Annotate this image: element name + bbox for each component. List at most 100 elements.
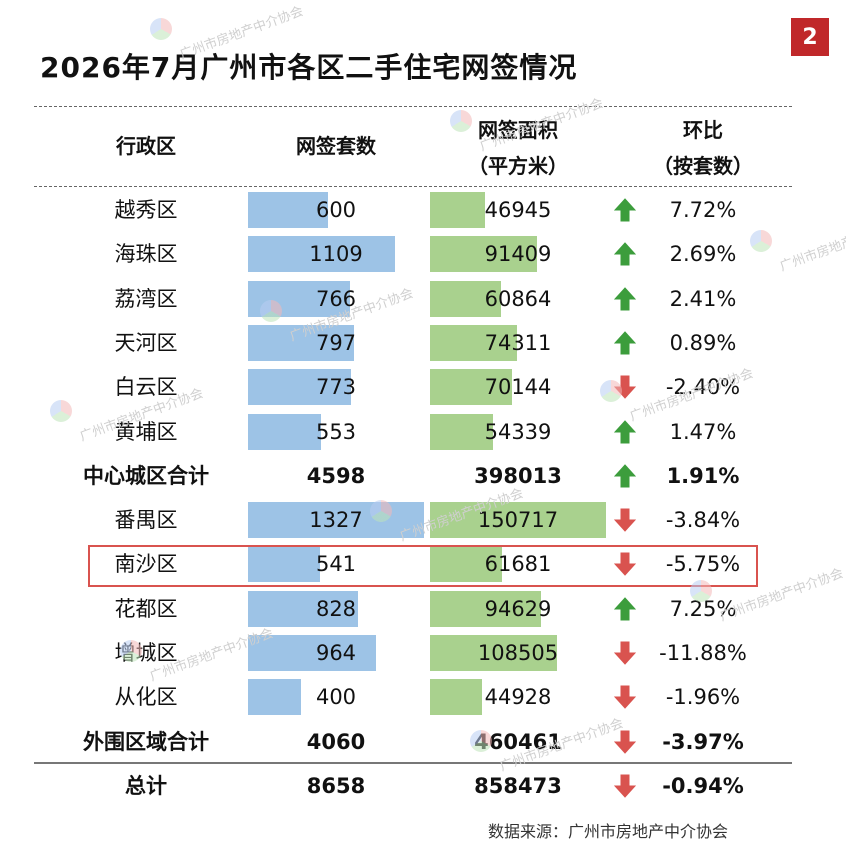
arrow-up-icon (608, 198, 642, 222)
area-value: 858473 (474, 773, 562, 798)
header-change-line1: 环比 (683, 118, 723, 142)
area-value: 46945 (484, 198, 552, 222)
change-value: 1.91% (666, 463, 740, 488)
units-bar (248, 635, 376, 671)
arrow-up-icon (608, 419, 642, 444)
watermark-logo-icon (600, 380, 622, 402)
change-value: 2.69% (669, 242, 737, 267)
change-value: -2.40% (665, 375, 741, 400)
table-row: 花都区 828 94629 7.25% (0, 587, 846, 631)
area-value: 94629 (484, 596, 552, 621)
arrow-up-icon (608, 464, 642, 488)
units-bar (248, 324, 354, 361)
units-value: 400 (315, 685, 357, 710)
area-value: 60864 (484, 286, 552, 311)
area-bar (430, 502, 606, 539)
nansha-highlight-box (88, 545, 758, 587)
watermark-logo-icon (370, 500, 392, 522)
page-title: 2026年7月广州市各区二手住宅网签情况 (40, 51, 578, 84)
units-value: 766 (315, 286, 357, 311)
area-bar (430, 192, 485, 228)
header-area-line2: （平方米） (468, 154, 568, 178)
arrow-down-icon (608, 552, 642, 577)
area-bar (430, 280, 502, 317)
area-bar (430, 324, 517, 361)
change-value: 2.41% (669, 286, 737, 311)
change-value: -11.88% (659, 641, 747, 665)
district-label: 荔湾区 (114, 286, 178, 311)
units-value: 541 (315, 552, 357, 577)
area-value: 70144 (484, 375, 552, 400)
district-label: 总计 (125, 773, 167, 798)
arrow-down-icon (608, 685, 642, 710)
header-change-line2: （按套数） (653, 154, 753, 178)
arrow-down-icon (608, 641, 642, 665)
units-bar (248, 413, 322, 450)
district-label: 外围区域合计 (83, 729, 209, 754)
table-row: 增城区 964 108505 -11.88% (0, 631, 846, 675)
page-number-badge: 2 (791, 18, 829, 56)
area-bar (430, 413, 494, 450)
table-row: 南沙区 541 61681 -5.75% (0, 542, 846, 586)
top-rule (34, 106, 792, 107)
change-value: -3.97% (662, 729, 744, 754)
arrow-down-icon (608, 508, 642, 532)
units-bar (248, 679, 302, 716)
table-row: 总计 8658 858473 -0.94% (0, 764, 846, 808)
units-bar (248, 546, 320, 583)
watermark-logo-icon (150, 18, 172, 40)
area-bar (430, 369, 512, 406)
area-value: 44928 (484, 685, 552, 710)
district-label: 番禺区 (114, 508, 178, 533)
table-row: 番禺区 1327 150717 -3.84% (0, 498, 846, 542)
change-value: 7.72% (669, 198, 737, 222)
change-value: -0.94% (662, 773, 744, 798)
change-value: -1.96% (665, 685, 741, 710)
total-rule (34, 762, 792, 764)
watermark-logo-icon (120, 640, 142, 662)
units-value: 600 (315, 198, 357, 222)
table-row: 越秀区 600 46945 7.72% (0, 188, 846, 232)
watermark-logo-icon (450, 110, 472, 132)
area-value: 398013 (474, 463, 562, 488)
area-value: 460461 (474, 729, 562, 754)
units-bar (248, 369, 351, 406)
units-value: 773 (315, 375, 357, 400)
units-value: 1327 (309, 508, 363, 533)
district-label: 越秀区 (114, 198, 178, 222)
units-value: 4060 (306, 729, 366, 754)
table-row: 天河区 797 74311 0.89% (0, 321, 846, 365)
units-value: 4598 (306, 463, 366, 488)
watermark-logo-icon (470, 730, 492, 752)
units-value: 797 (315, 330, 357, 355)
area-bar (430, 546, 503, 583)
district-label: 花都区 (114, 596, 178, 621)
units-value: 8658 (306, 773, 366, 798)
district-label: 中心城区合计 (83, 463, 209, 488)
data-source: 数据来源：广州市房地产中介协会 (488, 822, 729, 841)
district-label: 黄埔区 (114, 419, 178, 444)
units-bar (248, 502, 424, 539)
watermark-logo-icon (690, 580, 712, 602)
header-area-line1: 网签面积 (478, 118, 558, 142)
units-bar (248, 192, 328, 228)
area-bar (430, 590, 541, 627)
units-value: 1109 (309, 242, 363, 267)
table-row: 黄埔区 553 54339 1.47% (0, 410, 846, 454)
units-bar (248, 590, 358, 627)
area-value: 91409 (484, 242, 552, 267)
area-value: 150717 (477, 508, 559, 533)
area-bar (430, 236, 537, 273)
units-bar (248, 236, 396, 273)
area-value: 61681 (484, 552, 552, 577)
district-label: 从化区 (114, 685, 178, 710)
change-value: 1.47% (669, 419, 737, 444)
header-units: 网签套数 (296, 134, 376, 158)
area-value: 108505 (477, 641, 559, 665)
area-value: 54339 (484, 419, 552, 444)
arrow-down-icon (608, 774, 642, 798)
table-row: 白云区 773 70144 -2.40% (0, 365, 846, 409)
district-label: 天河区 (114, 330, 178, 355)
district-label: 南沙区 (114, 552, 178, 577)
units-value: 828 (315, 596, 357, 621)
